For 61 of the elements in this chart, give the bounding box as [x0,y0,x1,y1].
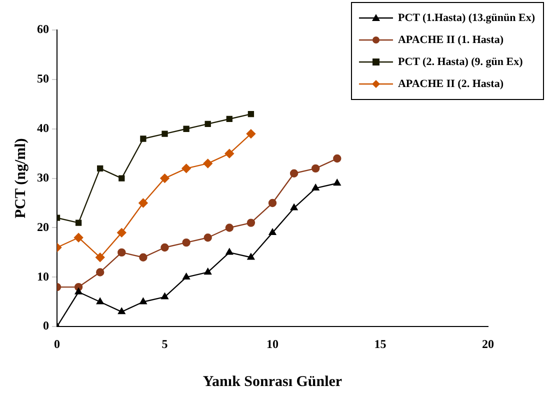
point [138,198,148,208]
point [247,253,255,260]
point [248,110,254,118]
point [74,288,82,294]
point [182,164,191,174]
legend-label: APACHE II (2. Hasta) [398,78,504,90]
point [183,126,190,132]
point [268,228,276,236]
point [118,248,126,257]
point [96,298,104,304]
point [96,268,104,276]
point [182,273,190,280]
point [204,234,212,242]
y-tick-label: 30 [37,170,49,184]
legend-label: APACHE II (1. Hasta) [398,34,504,46]
point [118,308,126,314]
y-axis-title: PCT (ng/ml) [12,138,29,218]
point [118,175,125,182]
point [334,179,341,186]
legend-label: PCT (2. Hasta) (9. gün Ex) [398,56,523,68]
point [161,292,168,300]
point [226,116,232,122]
legend-label: PCT (1.Hasta) (13.günün Ex) [398,12,535,24]
point [160,243,169,252]
x-tick-label: 0 [54,336,60,351]
point [140,136,146,142]
point [204,120,211,127]
point [312,164,320,173]
x-tick-label: 20 [482,336,494,351]
y-tick-label: 10 [37,269,49,284]
point [162,130,168,137]
point [268,198,277,208]
point [246,129,256,138]
point [226,248,234,255]
x-tick-label: 10 [266,336,278,351]
x-tick-label: 5 [162,336,168,351]
point [117,228,126,238]
point [140,298,147,304]
y-tick-label: 20 [37,220,49,234]
point [290,169,298,178]
point [246,218,256,227]
point [290,204,298,210]
point [96,252,105,262]
point [203,158,212,168]
point [333,154,342,163]
y-tick-label: 0 [43,318,49,333]
y-tick-label: 50 [37,72,49,86]
point [224,148,234,158]
point [74,233,84,242]
point [97,165,104,172]
point [160,174,170,183]
y-tick-label: 40 [37,120,49,135]
x-tick-label: 15 [374,336,386,351]
point [75,220,82,226]
point [312,184,320,191]
point [139,253,148,262]
point [204,268,212,275]
point [225,224,234,232]
y-tick-label: 60 [37,22,49,36]
x-axis-title: Yanık Sonrası Günler [202,374,342,390]
point [182,238,190,247]
